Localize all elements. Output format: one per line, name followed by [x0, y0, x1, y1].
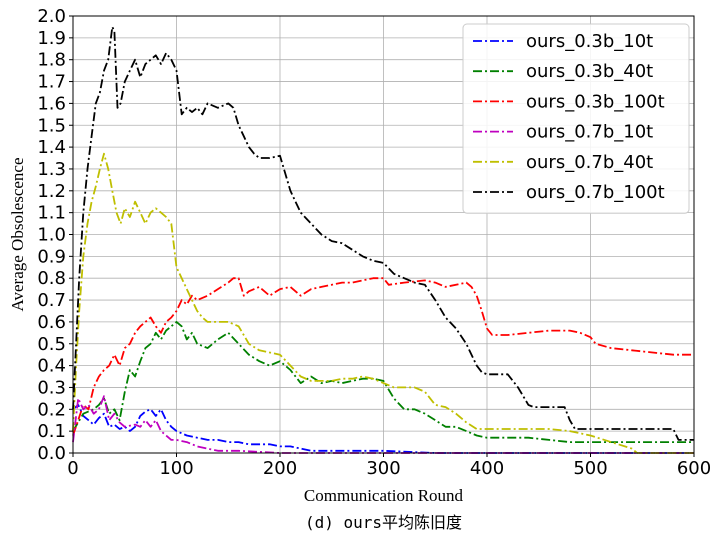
y-tick-label: 0.6 [37, 312, 66, 333]
y-tick-label: 0.7 [37, 290, 66, 311]
x-axis-title: Communication Round [304, 486, 464, 505]
series-line-ours_0.7b_40t [72, 152, 694, 454]
legend-label: ours_0.7b_10t [526, 122, 653, 143]
y-tick-label: 1.7 [37, 72, 66, 93]
y-tick-label: 1.4 [37, 137, 66, 158]
y-tick-label: 1.0 [37, 225, 66, 246]
legend-label: ours_0.3b_10t [526, 31, 653, 52]
y-tick-label: 1.1 [37, 203, 66, 224]
series-lines [72, 26, 694, 454]
x-tick-label: 0 [67, 458, 78, 479]
y-tick-label: 1.8 [37, 50, 66, 71]
series-line-ours_0.7b_100t [72, 26, 694, 441]
y-tick-label: 0.2 [37, 399, 66, 420]
y-tick-label: 0.8 [37, 268, 66, 289]
x-tick-label: 400 [470, 458, 504, 479]
x-tick-label: 300 [366, 458, 400, 479]
legend-box [462, 23, 690, 214]
y-tick-label: 1.3 [37, 159, 66, 180]
y-tick-label: 0.1 [37, 421, 66, 442]
y-tick-label: 0.9 [37, 246, 66, 267]
y-tick-label: 2.0 [37, 6, 66, 27]
y-tick-label: 0.4 [37, 356, 66, 377]
figure-caption: (d) ours平均陈旧度 [305, 513, 462, 532]
axis-ticks: 0 100 200 300 400 500 600 0.00.10.20.30.40.50.6… [37, 6, 711, 479]
x-tick-label: 500 [573, 458, 607, 479]
y-axis-title: Average Obsolescence [8, 157, 27, 311]
legend-label: ours_0.7b_100t [526, 182, 665, 203]
y-tick-label: 1.2 [37, 181, 66, 202]
y-tick-label: 0.5 [37, 334, 66, 355]
series-line-ours_0.3b_100t [72, 277, 694, 436]
legend-label: ours_0.7b_40t [526, 152, 653, 173]
y-tick-label: 0.3 [37, 377, 66, 398]
x-tick-label: 200 [263, 458, 297, 479]
legend: ours_0.3b_10t ours_0.3b_40t ours_0.3b_100t… [462, 23, 690, 214]
y-tick-label: 0.0 [37, 443, 66, 464]
legend-label: ours_0.3b_100t [526, 91, 665, 112]
series-line-ours_0.3b_40t [72, 321, 694, 443]
x-tick-label: 600 [677, 458, 711, 479]
series-line-ours_0.3b_10t [72, 404, 694, 454]
x-tick-label: 100 [159, 458, 193, 479]
y-tick-label: 1.6 [37, 93, 66, 114]
y-tick-label: 1.5 [37, 115, 66, 136]
legend-label: ours_0.3b_40t [526, 61, 653, 82]
y-tick-label: 1.9 [37, 28, 66, 49]
